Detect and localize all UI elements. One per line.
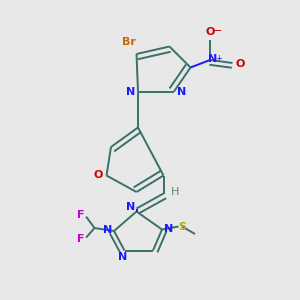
Text: N: N xyxy=(118,251,127,262)
Text: N: N xyxy=(126,86,135,97)
Text: O: O xyxy=(93,170,103,181)
Text: N: N xyxy=(164,224,173,234)
Text: N: N xyxy=(103,225,112,236)
Text: Br: Br xyxy=(122,37,136,47)
Text: F: F xyxy=(77,234,85,244)
Text: −: − xyxy=(213,26,222,36)
Text: O: O xyxy=(235,58,245,69)
Text: N: N xyxy=(127,202,136,212)
Text: +: + xyxy=(215,54,222,63)
Text: N: N xyxy=(208,54,217,64)
Text: O: O xyxy=(205,27,215,37)
Text: F: F xyxy=(77,210,85,220)
Text: H: H xyxy=(171,187,180,197)
Text: N: N xyxy=(177,86,186,97)
Text: S: S xyxy=(178,221,186,232)
